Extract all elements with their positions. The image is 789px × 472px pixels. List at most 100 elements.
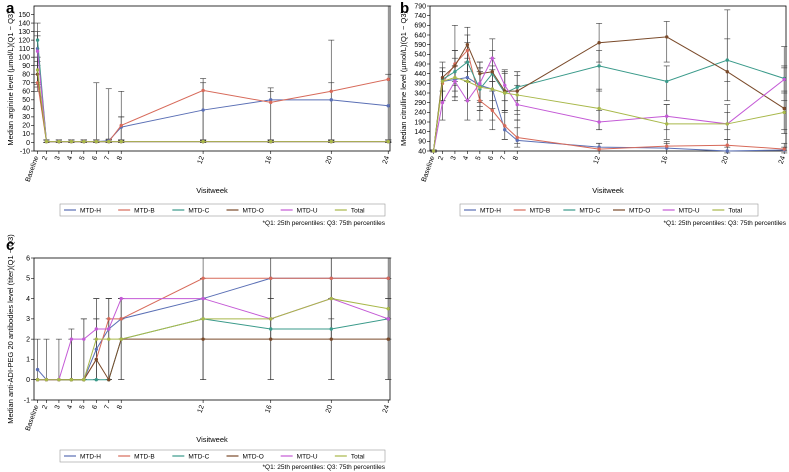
data-point — [329, 337, 333, 341]
data-point — [453, 79, 457, 84]
data-point — [490, 56, 494, 60]
data-point — [490, 87, 494, 91]
x-tick-label: Baseline — [421, 155, 437, 183]
x-tick-label: 5 — [475, 155, 483, 161]
y-tick-label: 90 — [418, 139, 426, 146]
x-tick-label: 3 — [54, 404, 62, 410]
y-tick-label: 120 — [18, 37, 30, 44]
legend-entry: MTD-B — [530, 207, 551, 214]
x-tick-label: 7 — [104, 155, 112, 161]
data-point — [478, 85, 482, 89]
data-point — [386, 139, 390, 144]
legend-box — [459, 203, 759, 217]
x-tick-label: 16 — [264, 404, 273, 414]
data-point — [440, 75, 445, 80]
data-point — [597, 147, 601, 151]
x-tick-label: 3 — [54, 155, 62, 161]
x-tick-label: 24 — [778, 155, 787, 165]
legend-entry: MTD-O — [629, 207, 650, 214]
data-point — [269, 327, 273, 331]
y-tick-label: 110 — [19, 46, 30, 53]
y-tick-label: 490 — [414, 61, 426, 68]
legend: MTD-H MTD-B MTD-C MTD-O MTD-U Total — [459, 203, 759, 217]
series-line-total — [433, 77, 785, 152]
y-tick-label: 30 — [22, 114, 30, 121]
x-tick-label: 12 — [197, 155, 206, 165]
x-tick-label: 3 — [450, 155, 458, 161]
data-point — [329, 296, 333, 301]
legend-entry: MTD-C — [579, 207, 600, 214]
y-tick-label: 440 — [414, 71, 426, 78]
data-point — [515, 102, 519, 107]
y-tick-label: 5 — [26, 276, 30, 283]
data-point — [269, 139, 273, 144]
x-tick-label: 12 — [197, 404, 206, 414]
x-tick-label: 20 — [325, 155, 334, 165]
data-point — [44, 139, 49, 144]
x-tick-label: 16 — [264, 155, 273, 165]
data-point — [478, 81, 482, 86]
y-tick-label: 40 — [22, 106, 30, 113]
data-point — [269, 100, 273, 105]
y-tick-label: 10 — [22, 131, 30, 138]
data-point — [386, 337, 390, 341]
series-line-mtd-u — [433, 57, 785, 152]
legend-entry: MTD-C — [188, 453, 209, 460]
x-tick-label: 24 — [382, 404, 391, 414]
footnote: *Q1: 25th percentiles: Q3: 75th percenti… — [263, 464, 386, 471]
series-line-mtd-b — [37, 78, 389, 143]
x-tick-label: 8 — [116, 155, 124, 161]
data-point — [35, 367, 40, 372]
data-point — [386, 317, 390, 321]
y-tick-label: 540 — [414, 52, 426, 59]
x-tick-label: 20 — [325, 404, 334, 414]
data-point — [597, 120, 601, 124]
x-tick-label: 7 — [104, 404, 112, 410]
y-tick-label: 140 — [414, 129, 426, 136]
data-point — [725, 70, 729, 74]
data-point — [69, 378, 74, 382]
data-point — [465, 75, 470, 80]
y-tick-label: 140 — [18, 20, 30, 27]
legend-entry: MTD-C — [188, 207, 209, 214]
x-tick-label: Baseline — [25, 404, 41, 432]
y-tick-label: 20 — [22, 123, 30, 130]
y-tick-label: 0 — [26, 377, 30, 384]
data-point — [465, 79, 470, 84]
data-point — [597, 64, 601, 68]
y-tick-label: 190 — [414, 119, 426, 126]
y-tick-label: 150 — [18, 12, 30, 19]
series-line-mtd-o — [37, 74, 389, 143]
data-point — [329, 89, 333, 93]
x-tick-label: 12 — [593, 155, 602, 165]
data-point — [515, 135, 519, 140]
x-tick-label: 6 — [91, 155, 99, 161]
legend-entry: MTD-H — [80, 453, 101, 460]
data-point — [515, 93, 519, 97]
data-point — [782, 110, 786, 115]
y-tick-label: 2 — [26, 336, 30, 343]
data-point — [201, 108, 205, 112]
data-point — [44, 378, 49, 382]
data-point — [269, 317, 273, 321]
legend: MTD-H MTD-B MTD-C MTD-O MTD-U Total — [59, 203, 386, 217]
x-tick-label: 5 — [79, 155, 87, 161]
data-point — [82, 139, 86, 144]
legend-entry: MTD-H — [480, 207, 501, 214]
data-point — [665, 144, 669, 148]
data-point — [465, 48, 470, 53]
legend-entry: MTD-O — [243, 207, 264, 214]
data-point — [503, 124, 507, 128]
data-point — [269, 337, 273, 341]
data-point — [465, 99, 470, 103]
y-tick-label: 6 — [26, 255, 30, 262]
y-tick-label: 790 — [414, 3, 426, 10]
panel-a: a -1001020304050607080901001101201301401… — [6, 0, 392, 227]
data-point — [94, 378, 99, 382]
data-point — [69, 139, 74, 144]
x-tick-label: 8 — [116, 404, 124, 410]
legend-entry: Total — [351, 453, 365, 460]
data-point — [503, 128, 507, 132]
y-tick-label: 390 — [414, 81, 426, 88]
